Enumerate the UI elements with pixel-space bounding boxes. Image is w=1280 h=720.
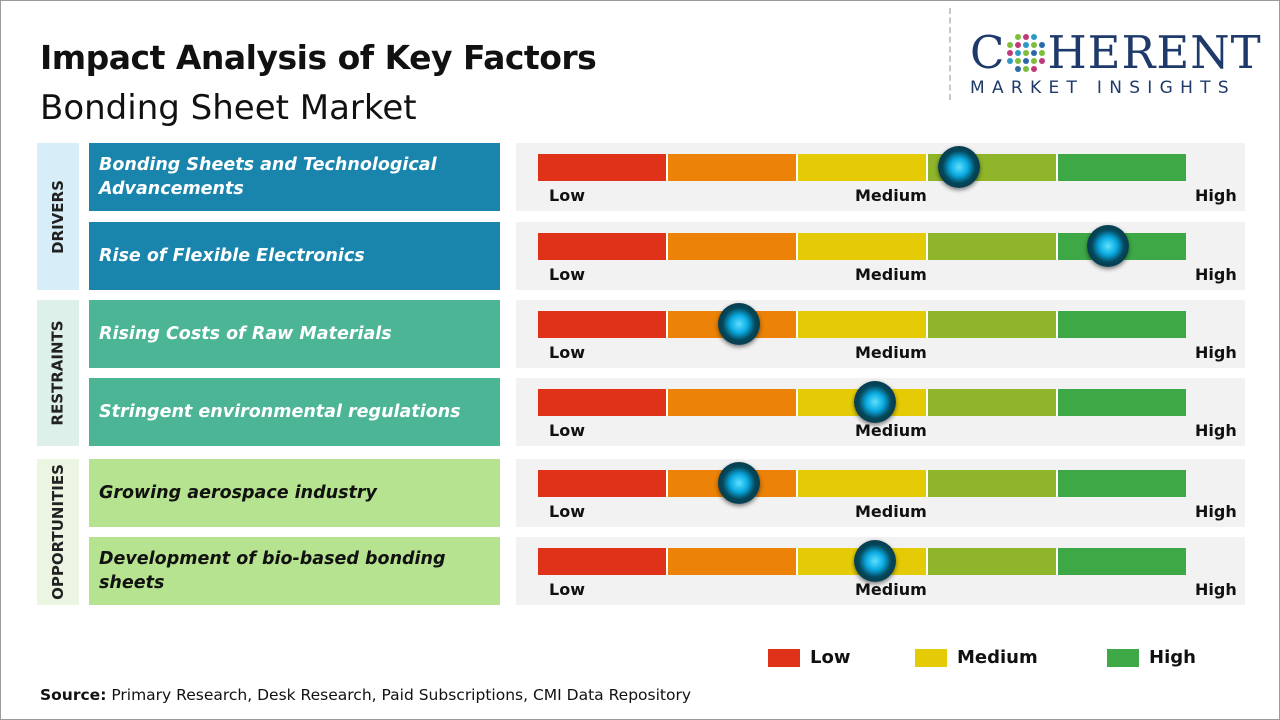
- gauge-segment-2: [798, 311, 928, 338]
- gauge-bar: [538, 311, 1186, 338]
- gauge-segment-4: [1058, 154, 1186, 181]
- gauge-segment-0: [538, 548, 668, 575]
- tick-label-high: High: [1195, 186, 1237, 205]
- page-subtitle: Bonding Sheet Market: [40, 88, 417, 128]
- logo-text-right: HERENT: [1047, 26, 1262, 79]
- gauge-segment-1: [668, 233, 798, 260]
- category-restraints: RESTRAINTS: [37, 300, 79, 446]
- gauge-segment-3: [928, 389, 1058, 416]
- gauge-segment-3: [928, 311, 1058, 338]
- gauge-segment-2: [798, 233, 928, 260]
- gauge-segment-0: [538, 154, 668, 181]
- legend-swatch-medium: [915, 648, 947, 667]
- impact-marker: [717, 303, 760, 345]
- factor-label: Growing aerospace industry: [89, 459, 500, 527]
- category-label: OPPORTUNITIES: [49, 464, 67, 600]
- gauge-segment-1: [668, 154, 798, 181]
- tick-label-high: High: [1195, 265, 1237, 284]
- legend-swatch-low: [768, 648, 800, 667]
- gauge-segment-4: [1058, 389, 1186, 416]
- gauge-bar: [538, 154, 1186, 181]
- impact-marker: [1087, 225, 1130, 267]
- gauge-segment-4: [1058, 548, 1186, 575]
- impact-marker: [938, 146, 981, 188]
- tick-label-low: Low: [549, 421, 585, 440]
- tick-label-medium: Medium: [855, 502, 927, 521]
- logo-subtext: MARKET INSIGHTS: [970, 78, 1236, 98]
- legend-low: Low: [768, 647, 850, 668]
- impact-gauge: Low Medium High: [516, 378, 1245, 446]
- tick-label-low: Low: [549, 502, 585, 521]
- gauge-segment-3: [928, 548, 1058, 575]
- category-label: DRIVERS: [49, 179, 68, 254]
- gauge-segment-3: [928, 233, 1058, 260]
- globe-icon: [1007, 34, 1046, 72]
- impact-marker: [853, 381, 896, 423]
- gauge-segment-0: [538, 311, 668, 338]
- gauge-segment-1: [668, 548, 798, 575]
- gauge-segment-4: [1058, 470, 1186, 497]
- gauge-bar: [538, 470, 1186, 497]
- gauge-segment-1: [668, 389, 798, 416]
- legend-label: Low: [810, 647, 851, 668]
- tick-label-medium: Medium: [855, 186, 927, 205]
- tick-label-low: Low: [549, 186, 585, 205]
- legend-label: Medium: [957, 647, 1038, 668]
- gauge-segment-2: [798, 470, 928, 497]
- gauge-segment-2: [798, 154, 928, 181]
- impact-gauge: Low Medium High: [516, 300, 1245, 368]
- divider: [949, 8, 951, 100]
- impact-gauge: Low Medium High: [516, 459, 1245, 527]
- gauge-segment-0: [538, 389, 668, 416]
- tick-label-medium: Medium: [855, 580, 927, 599]
- impact-marker: [717, 462, 760, 504]
- gauge-segment-3: [928, 470, 1058, 497]
- category-label: RESTRAINTS: [49, 320, 68, 426]
- tick-label-high: High: [1195, 502, 1237, 521]
- legend-high: High: [1107, 647, 1196, 668]
- source-label: Source:: [40, 686, 107, 704]
- tick-label-medium: Medium: [855, 421, 927, 440]
- impact-gauge: Low Medium High: [516, 143, 1245, 211]
- gauge-segment-0: [538, 470, 668, 497]
- gauge-segment-4: [1058, 311, 1186, 338]
- legend-medium: Medium: [915, 647, 1038, 668]
- legend-swatch-high: [1107, 648, 1139, 667]
- factor-label: Bonding Sheets and Technological Advance…: [89, 143, 500, 211]
- tick-label-medium: Medium: [855, 265, 927, 284]
- category-opportunities: OPPORTUNITIES: [37, 459, 79, 605]
- legend-label: High: [1149, 647, 1196, 668]
- gauge-segment-0: [538, 233, 668, 260]
- impact-gauge: Low Medium High: [516, 222, 1245, 290]
- tick-label-high: High: [1195, 343, 1237, 362]
- tick-label-high: High: [1195, 580, 1237, 599]
- category-drivers: DRIVERS: [37, 143, 79, 290]
- tick-label-high: High: [1195, 421, 1237, 440]
- factor-label: Rise of Flexible Electronics: [89, 222, 500, 290]
- impact-gauge: Low Medium High: [516, 537, 1245, 605]
- factor-label: Rising Costs of Raw Materials: [89, 300, 500, 368]
- page-title: Impact Analysis of Key Factors: [40, 38, 597, 77]
- impact-marker: [853, 540, 896, 582]
- factor-label: Development of bio-based bonding sheets: [89, 537, 500, 605]
- logo-text-left: C: [970, 26, 1006, 79]
- source-note: Source: Primary Research, Desk Research,…: [40, 686, 691, 704]
- factor-label: Stringent environmental regulations: [89, 378, 500, 446]
- tick-label-medium: Medium: [855, 343, 927, 362]
- tick-label-low: Low: [549, 343, 585, 362]
- tick-label-low: Low: [549, 580, 585, 599]
- logo: C HERENT MARKET INSIGHTS: [970, 26, 1262, 99]
- tick-label-low: Low: [549, 265, 585, 284]
- source-text: Primary Research, Desk Research, Paid Su…: [106, 686, 692, 704]
